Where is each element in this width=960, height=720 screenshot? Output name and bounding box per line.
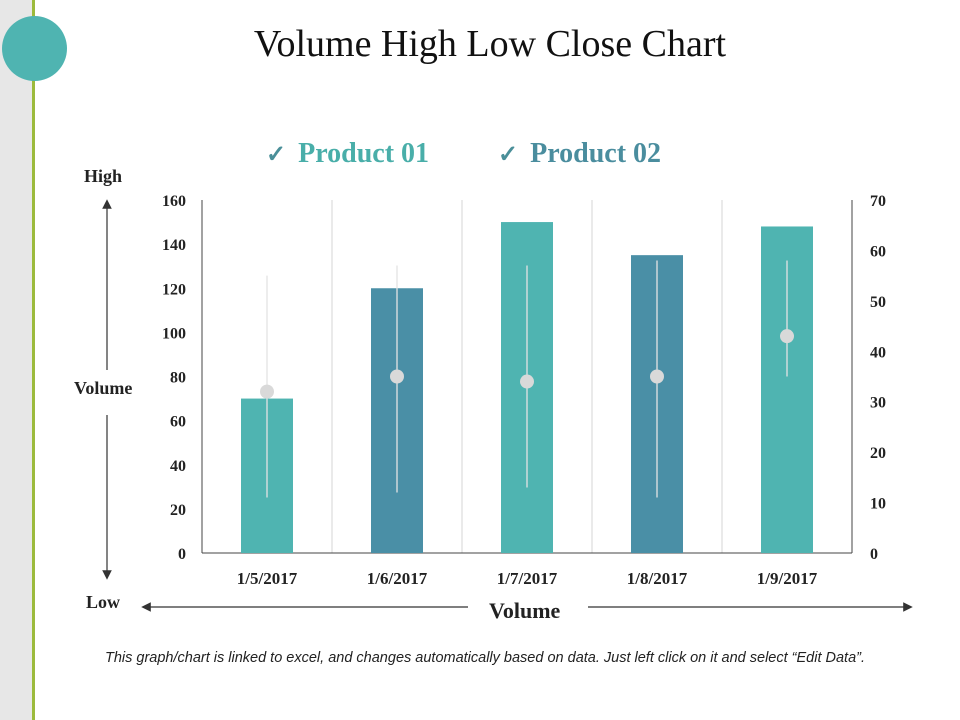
y-tick-right: 50 xyxy=(870,294,886,311)
y-tick-left: 20 xyxy=(170,502,186,519)
legend-label: Product 01 xyxy=(298,138,430,169)
x-tick-label: 1/6/2017 xyxy=(367,569,428,588)
y-tick-right: 20 xyxy=(870,445,886,462)
axis-label-volume-horizontal: Volume xyxy=(489,598,561,623)
y-tick-left: 100 xyxy=(162,325,186,342)
close-marker xyxy=(390,369,404,384)
y-tick-left: 40 xyxy=(170,458,186,475)
x-tick-label: 1/9/2017 xyxy=(757,569,818,588)
legend-label: Product 02 xyxy=(530,138,662,169)
close-marker xyxy=(780,329,794,344)
y-tick-right: 60 xyxy=(870,243,886,260)
left-accent-line xyxy=(32,0,35,720)
close-marker xyxy=(650,369,664,384)
y-tick-left: 0 xyxy=(178,546,186,563)
y-tick-left: 140 xyxy=(162,237,186,254)
y-tick-left: 60 xyxy=(170,414,186,431)
axis-label-high: High xyxy=(84,166,123,186)
y-tick-right: 30 xyxy=(870,395,886,412)
axis-label-low: Low xyxy=(86,592,121,612)
y-tick-left: 160 xyxy=(162,193,186,210)
close-marker xyxy=(260,384,274,399)
y-tick-right: 10 xyxy=(870,496,886,513)
axis-label-volume-vertical: Volume xyxy=(74,378,133,398)
x-tick-label: 1/7/2017 xyxy=(497,569,558,588)
check-icon: ✓ xyxy=(498,142,519,168)
decorative-circle xyxy=(2,16,67,81)
x-tick-label: 1/8/2017 xyxy=(627,569,688,588)
y-tick-right: 0 xyxy=(870,546,878,563)
y-tick-right: 40 xyxy=(870,344,886,361)
y-tick-right: 70 xyxy=(870,193,886,210)
check-icon: ✓ xyxy=(266,142,287,168)
legend-item-product-02[interactable]: ✓ Product 02 xyxy=(498,138,661,170)
page-title: Volume High Low Close Chart xyxy=(253,23,727,65)
close-marker xyxy=(520,374,534,389)
x-tick-label: 1/5/2017 xyxy=(237,569,298,588)
y-tick-left: 120 xyxy=(162,281,186,298)
legend-item-product-01[interactable]: ✓ Product 01 xyxy=(266,138,429,170)
y-tick-left: 80 xyxy=(170,370,186,387)
footer-note: This graph/chart is linked to excel, and… xyxy=(104,650,866,666)
left-band xyxy=(0,0,33,720)
